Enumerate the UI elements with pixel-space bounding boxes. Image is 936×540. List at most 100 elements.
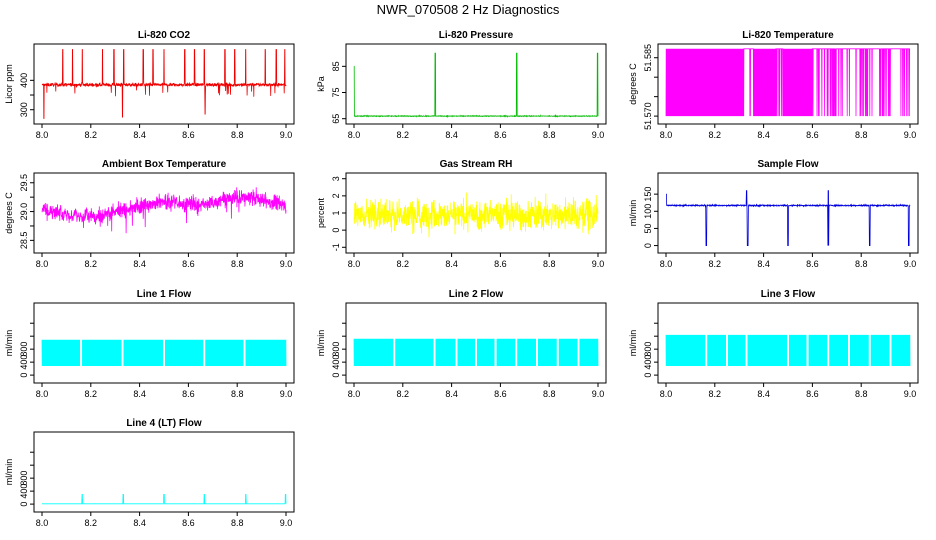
x-tick-label: 8.6 (494, 130, 507, 140)
x-tick-label: 8.0 (36, 130, 49, 140)
cycle-gap (889, 333, 892, 368)
y-axis-label: ml/min (316, 330, 326, 357)
y-axis-label: degrees C (628, 63, 638, 105)
cycle-gap (556, 337, 559, 368)
plot-frame (33, 43, 295, 125)
x-tick-label: 8.2 (709, 130, 722, 140)
x-tick-label: 8.8 (231, 518, 244, 528)
y-tick-label: 100 (643, 204, 653, 219)
y-tick-label: 400 (19, 73, 29, 88)
x-tick-label: 9.0 (904, 389, 917, 399)
x-tick-label: 9.0 (904, 130, 917, 140)
y-tick-label: 51.585 (643, 44, 653, 72)
cycle-gap (787, 333, 789, 368)
x-tick-label: 8.4 (133, 259, 146, 269)
y-tick-label: 29.5 (19, 174, 29, 192)
x-tick-label: 8.4 (133, 389, 146, 399)
x-tick-label: 8.2 (85, 389, 98, 399)
cycle-gap (827, 333, 830, 368)
x-tick-label: 8.6 (182, 130, 195, 140)
series-line (41, 187, 287, 234)
cycle-gap (745, 333, 748, 368)
x-tick-label: 8.6 (182, 389, 195, 399)
y-tick-label: 1 (331, 210, 341, 215)
cycle-gap (163, 338, 165, 368)
y-tick-label: 800 (643, 342, 653, 357)
cycle-gap (121, 338, 124, 368)
y-axis-label: Licor ppm (4, 64, 14, 104)
y-tick-label: 75 (331, 88, 341, 98)
x-tick-label: 8.6 (182, 259, 195, 269)
y-axis-label: percent (316, 197, 326, 228)
y-tick-label: 400 (19, 355, 29, 370)
y-tick-label: 3 (331, 176, 341, 181)
chart-panel-7: Line 1 Flow ml/min 8.0 8.2 8.4 8.6 8.8 9.0 0 4008… (4, 289, 295, 399)
chart-panel-6: Sample Flow ml/min 8.0 8.2 8.4 8.6 8.8 9.0 0 50 10… (628, 159, 919, 269)
x-tick-label: 8.6 (806, 389, 819, 399)
cycle-gap (475, 337, 477, 368)
series-line (42, 493, 287, 505)
y-tick-label: 65 (331, 114, 341, 124)
figure-title: NWR_070508 2 Hz Diagnostics (376, 2, 560, 17)
chart-panel-8: Line 2 Flow ml/min 8.0 8.2 8.4 8.6 8.8 9.0 0 4008… (316, 289, 607, 399)
x-tick-label: 8.8 (231, 389, 244, 399)
x-tick-label: 8.8 (231, 130, 244, 140)
x-tick-label: 9.0 (280, 130, 293, 140)
y-tick-label: 800 (19, 471, 29, 486)
y-tick-label: 50 (643, 223, 653, 233)
x-tick-label: 8.8 (543, 259, 556, 269)
plot-frame (345, 43, 607, 125)
panel-title: Line 3 Flow (761, 289, 816, 300)
x-tick-label: 9.0 (592, 130, 605, 140)
plot-frame (657, 172, 919, 254)
y-tick-label: 0 (643, 373, 653, 378)
y-tick-label: 400 (643, 355, 653, 370)
x-tick-label: 8.8 (855, 130, 868, 140)
chart-panel-3: Li-820 Temperature degrees C 8.0 8.2 8.4 8.6 8… (628, 30, 919, 140)
x-tick-label: 8.4 (445, 389, 458, 399)
plot-frame (345, 302, 607, 384)
series-line (353, 52, 599, 119)
y-axis-label: ml/min (4, 459, 14, 486)
cycle-gap (868, 333, 871, 368)
chart-panel-10: Line 4 (LT) Flow ml/min 8.0 8.2 8.4 8.6 8.8 9.0… (4, 418, 295, 528)
y-axis-label: ml/min (628, 200, 638, 227)
x-tick-label: 9.0 (280, 389, 293, 399)
x-tick-label: 8.2 (709, 389, 722, 399)
series-line (665, 48, 910, 117)
y-tick-label: 0 (19, 502, 29, 507)
x-tick-label: 8.0 (36, 518, 49, 528)
cycle-gap (515, 337, 518, 368)
y-axis-label: degrees C (4, 192, 14, 234)
cycle-gap (806, 333, 809, 368)
chart-panel-5: Gas Stream RH percent 8.0 8.2 8.4 8.6 8.8 9.0 -1… (316, 159, 607, 269)
y-tick-label: 800 (19, 342, 29, 357)
x-tick-label: 8.4 (757, 130, 770, 140)
x-tick-label: 8.2 (397, 130, 410, 140)
x-tick-label: 8.4 (133, 130, 146, 140)
panel-title: Li-820 Temperature (742, 30, 834, 41)
plot-frame (657, 43, 919, 125)
x-tick-label: 8.2 (709, 259, 722, 269)
y-tick-label: 800 (331, 342, 341, 357)
y-tick-label: 0 (19, 373, 29, 378)
plot-frame (33, 302, 295, 384)
y-tick-label: 400 (19, 484, 29, 499)
x-tick-label: 8.0 (348, 389, 361, 399)
x-tick-label: 8.2 (85, 518, 98, 528)
cycle-gap (705, 333, 708, 368)
cycle-gap (848, 333, 850, 368)
x-tick-label: 8.4 (445, 259, 458, 269)
plot-frame (33, 431, 295, 513)
series-line (353, 192, 599, 238)
chart-panel-9: Line 3 Flow ml/min 8.0 8.2 8.4 8.6 8.8 9.0 0 4008… (628, 289, 919, 399)
x-tick-label: 9.0 (280, 518, 293, 528)
x-tick-label: 9.0 (592, 389, 605, 399)
panel-title: Line 4 (LT) Flow (126, 418, 202, 429)
x-tick-label: 8.6 (806, 259, 819, 269)
x-tick-label: 9.0 (592, 259, 605, 269)
y-tick-label: 150 (643, 187, 653, 202)
cycle-gap (726, 333, 728, 368)
y-tick-label: 0 (331, 373, 341, 378)
cycle-gap (536, 337, 538, 368)
